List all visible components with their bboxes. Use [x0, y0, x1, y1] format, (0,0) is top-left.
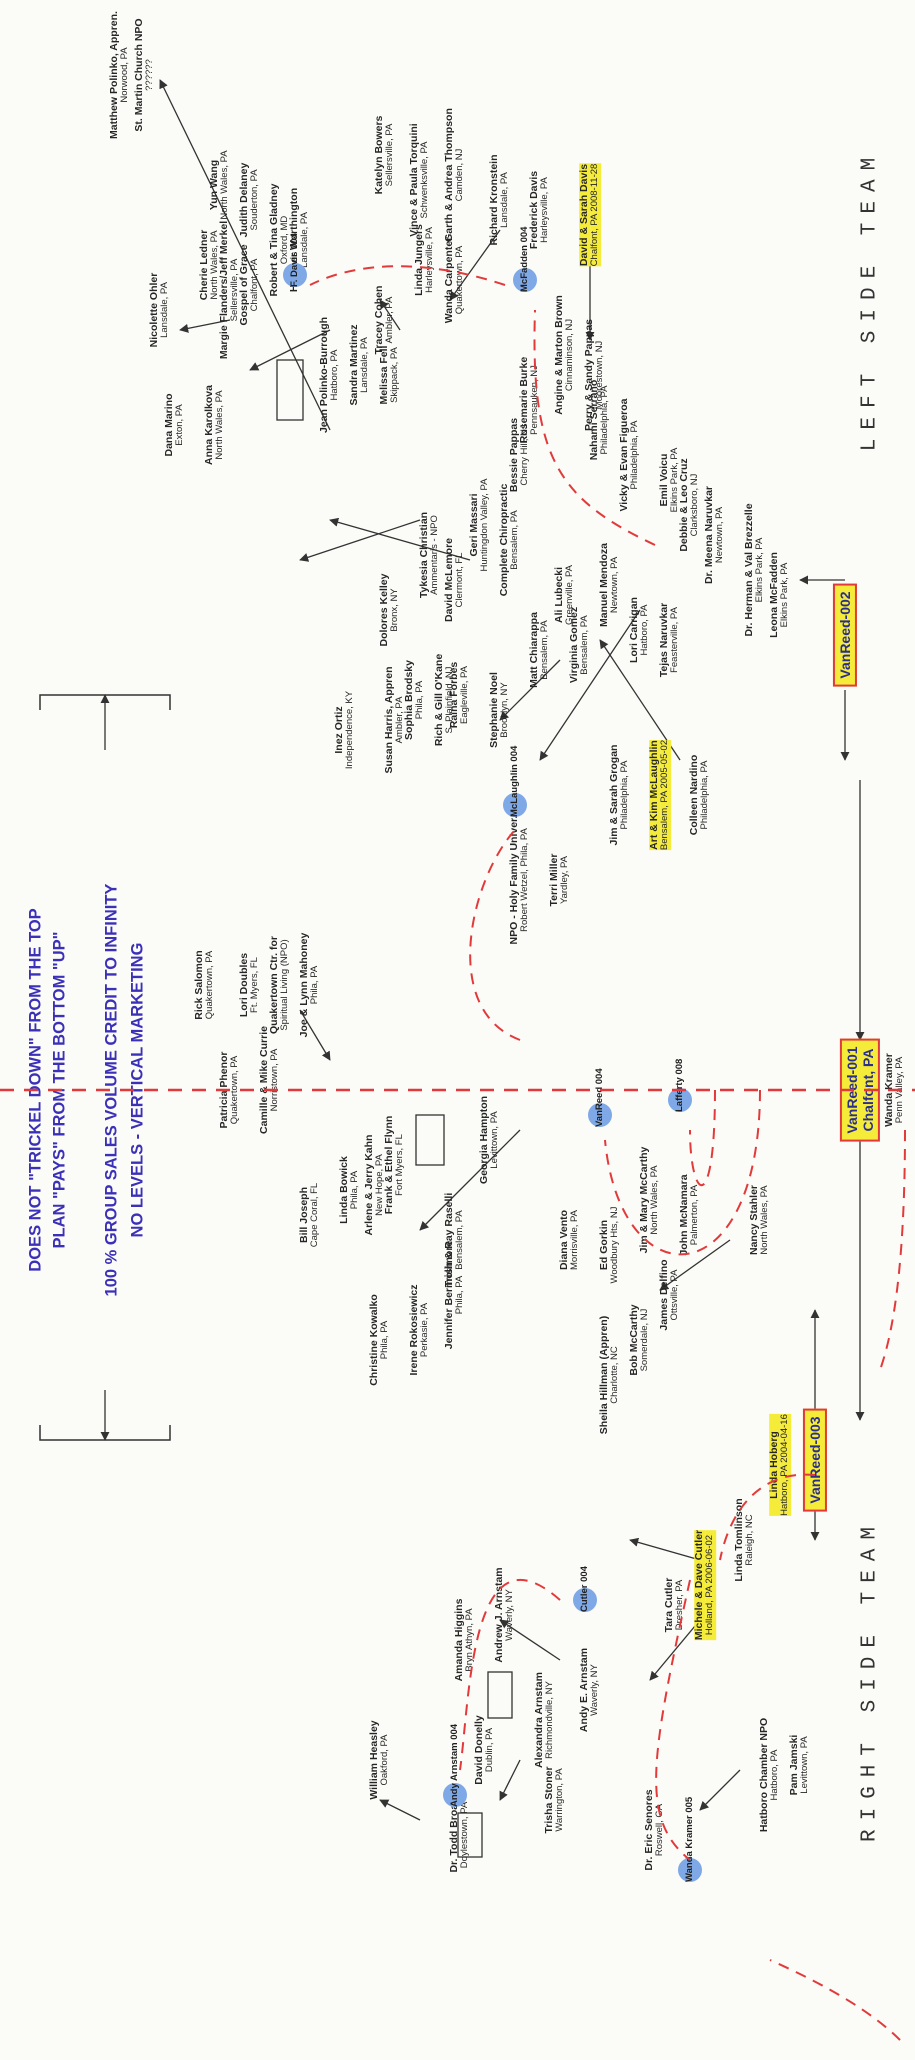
connector-line — [329, 517, 471, 561]
dashed-curve — [689, 1089, 716, 1186]
dashed-curve — [604, 1089, 761, 1256]
connector-line — [629, 1537, 701, 1561]
connector-line — [179, 319, 231, 333]
connector-line — [249, 329, 331, 371]
dashed-curve — [533, 309, 656, 546]
connector-line — [449, 229, 501, 301]
dashed-curve — [719, 1473, 816, 1561]
connector-line — [379, 299, 401, 331]
connector-line — [379, 1799, 421, 1821]
connector-line — [299, 519, 421, 562]
connector-line — [499, 659, 561, 721]
connector-line — [299, 1009, 331, 1061]
dashed-curve — [469, 829, 521, 1041]
connector-line — [659, 1239, 731, 1291]
connector-line — [499, 1619, 561, 1661]
dashed-curve — [769, 1959, 901, 2041]
group-box — [457, 1812, 483, 1858]
group-box — [415, 1114, 445, 1166]
connector-line — [699, 1769, 741, 1811]
dashed-curve — [879, 1129, 906, 1371]
connector-line — [649, 1619, 701, 1681]
connector-line — [539, 609, 641, 761]
dashed-curve — [655, 1579, 691, 1861]
connector-line — [419, 1129, 521, 1231]
dashed-curve — [309, 265, 506, 286]
dashed-curve — [459, 1579, 561, 1771]
group-box — [276, 359, 304, 421]
connector-line — [499, 1759, 521, 1801]
group-box — [487, 1671, 513, 1719]
connector-line — [159, 79, 331, 431]
